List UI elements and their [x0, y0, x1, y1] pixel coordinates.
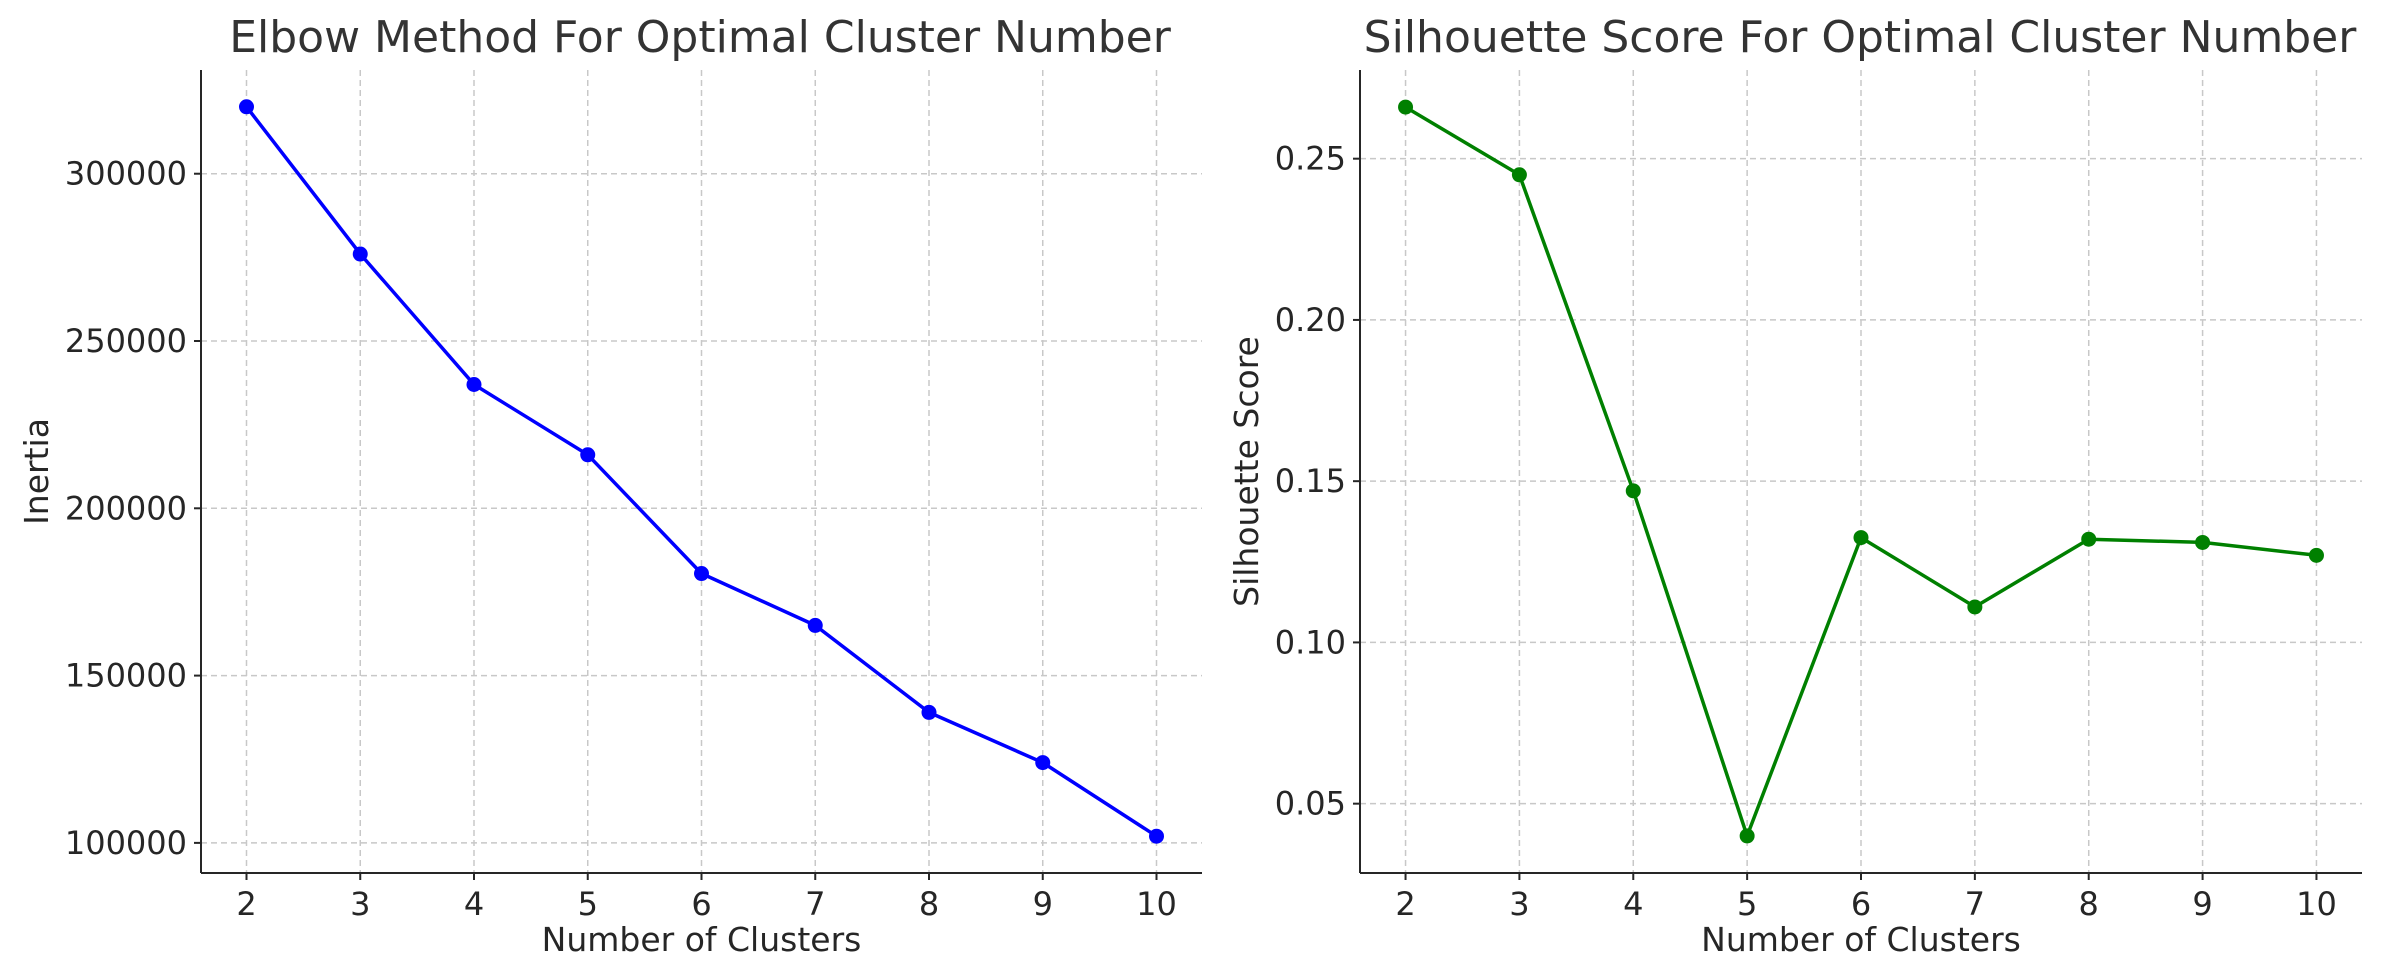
silhouette-x-tick-label: 8 [2079, 885, 2099, 923]
silhouette-y-tick-label: 0.15 [1275, 462, 1346, 500]
elbow-data-point [352, 246, 368, 262]
silhouette-x-tick-label: 6 [1851, 885, 1871, 923]
silhouette-y-tick-label: 0.20 [1275, 301, 1346, 339]
elbow-x-tick-label: 10 [1136, 885, 1177, 923]
elbow-data-point [921, 704, 937, 720]
elbow-y-tick-label: 300000 [65, 155, 187, 193]
elbow-x-tick-label: 3 [350, 885, 370, 923]
silhouette-y-axis-label: Silhouette Score [1227, 336, 1266, 607]
elbow-data-point [694, 566, 709, 582]
silhouette-y-tick-label: 0.10 [1275, 623, 1346, 661]
elbow-x-tick-label: 2 [236, 885, 256, 923]
elbow-x-tick-label: 5 [578, 885, 598, 923]
elbow-chart-panel: 2 3 4 5 6 7 8 9 10 100000 150000 200000 250000 300000… [17, 12, 1202, 959]
silhouette-x-axis-label: Number of Clusters [1701, 920, 2021, 959]
elbow-y-tick-label: 150000 [65, 657, 187, 695]
elbow-data-point [580, 447, 596, 463]
silhouette-x-tick-label: 4 [1623, 885, 1643, 923]
elbow-x-axis-label: Number of Clusters [542, 920, 862, 959]
elbow-x-tick-label: 6 [691, 885, 711, 923]
elbow-x-tick-label: 7 [805, 885, 825, 923]
silhouette-data-point [1853, 530, 1869, 546]
silhouette-x-tick-label: 10 [2296, 885, 2337, 923]
elbow-y-axis-label: Inertia [17, 418, 56, 525]
elbow-chart-title: Elbow Method For Optimal Cluster Number [229, 12, 1171, 63]
elbow-data-point [466, 377, 482, 393]
elbow-data-point [1149, 828, 1164, 844]
silhouette-chart-panel: 2 3 4 5 6 7 8 9 10 0.05 0.10 0.15 0.20 0.25 Silhouette… [1227, 12, 2362, 959]
elbow-x-tick-label: 9 [1033, 885, 1053, 923]
silhouette-data-point [1398, 99, 1414, 115]
silhouette-x-tick-label: 2 [1395, 885, 1415, 923]
elbow-y-tick-label: 250000 [65, 322, 187, 360]
silhouette-x-tick-label: 7 [1965, 885, 1985, 923]
elbow-x-tick-label: 4 [464, 885, 484, 923]
silhouette-data-point [1511, 167, 1527, 183]
silhouette-data-point [1625, 483, 1641, 499]
silhouette-x-tick-label: 5 [1737, 885, 1757, 923]
elbow-data-point [1035, 755, 1051, 771]
silhouette-y-tick-label: 0.05 [1275, 785, 1346, 823]
silhouette-data-point [2081, 531, 2097, 547]
elbow-y-tick-label: 100000 [65, 824, 187, 862]
silhouette-data-point [2308, 547, 2324, 563]
elbow-data-point [239, 99, 254, 115]
elbow-y-tick-label: 200000 [65, 489, 187, 527]
silhouette-y-tick-label: 0.25 [1275, 140, 1346, 178]
elbow-x-tick-label: 8 [919, 885, 939, 923]
silhouette-data-point [1967, 599, 1983, 615]
elbow-data-point [807, 617, 823, 633]
silhouette-x-tick-label: 9 [2192, 885, 2212, 923]
silhouette-chart-title: Silhouette Score For Optimal Cluster Num… [1364, 12, 2358, 63]
silhouette-data-point [1739, 828, 1755, 844]
silhouette-data-point [2195, 534, 2211, 550]
silhouette-x-tick-label: 3 [1509, 885, 1529, 923]
